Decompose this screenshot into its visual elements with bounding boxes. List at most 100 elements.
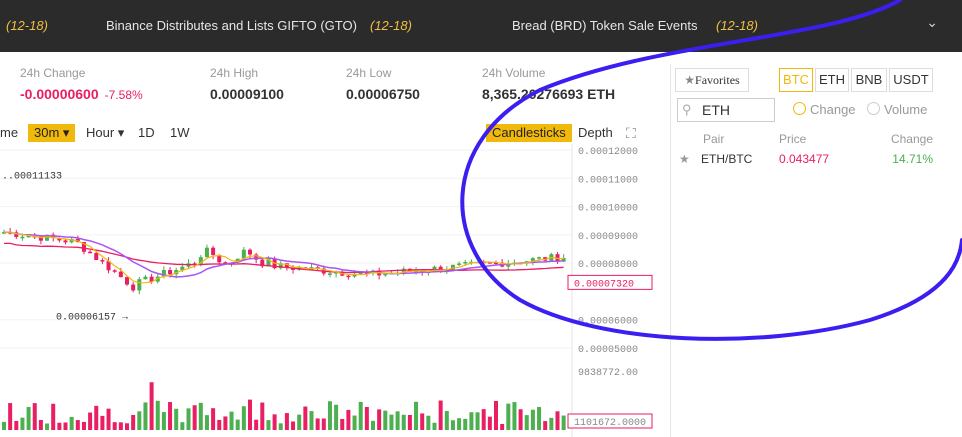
volume-bar — [32, 403, 37, 430]
col-header-change[interactable]: Change — [890, 132, 933, 146]
candle-body — [260, 259, 265, 267]
volume-bar — [155, 400, 160, 430]
volume-bar — [180, 422, 185, 430]
volume-bar — [204, 415, 209, 430]
volume-bar — [444, 411, 449, 430]
interval-1d-button[interactable]: 1D — [138, 125, 155, 140]
volume-bar — [383, 410, 388, 430]
candlesticks-button[interactable]: Candlesticks — [486, 124, 572, 142]
volume-bar — [229, 411, 234, 430]
price-tick-label: 0.00009000 — [578, 232, 638, 243]
volume-bar — [8, 403, 13, 430]
volume-bar — [364, 407, 369, 430]
candle-body — [81, 242, 86, 252]
volume-bars — [2, 382, 566, 430]
radio-checked-icon — [793, 102, 806, 115]
volume-bar — [543, 421, 548, 430]
stat-24h-change: 24h Change -0.00000600 -7.58% — [20, 66, 143, 102]
volume-bar — [235, 419, 240, 430]
ticker-stats: 24h Change -0.00000600 -7.58% 24h High 0.… — [0, 66, 660, 110]
stat-value: 8,365.20276693 ETH — [482, 86, 616, 102]
candle-body — [383, 273, 388, 276]
volume-tick-label: 9838772.00 — [578, 368, 638, 379]
market-tab-eth[interactable]: ETH — [815, 68, 849, 92]
sort-volume-radio[interactable]: Volume — [867, 102, 927, 117]
candle-body — [284, 263, 289, 268]
stat-label: 24h Volume — [482, 66, 546, 80]
candle-body — [88, 251, 93, 254]
stat-24h-low: 24h Low 0.00006750 — [346, 66, 420, 102]
candle-body — [168, 270, 173, 275]
volume-bar — [211, 408, 216, 430]
volume-bar — [88, 412, 93, 430]
star-icon[interactable]: ★ — [679, 152, 690, 166]
row-change: 14.71% — [892, 152, 933, 166]
chevron-down-icon[interactable]: ⌄ — [926, 14, 938, 30]
volume-bar — [217, 419, 222, 430]
candle-body — [2, 232, 6, 234]
change-value: -0.00000600 — [20, 86, 99, 102]
volume-bar — [481, 409, 486, 430]
volume-bar — [75, 420, 80, 430]
candle-body — [198, 257, 203, 265]
volume-bar — [192, 405, 197, 430]
news-date: (12-18) — [716, 18, 758, 33]
favorites-button[interactable]: ★Favorites — [675, 68, 749, 92]
volume-bar — [26, 407, 31, 430]
market-tab-btc[interactable]: BTC — [779, 68, 813, 92]
interval-1w-button[interactable]: 1W — [170, 125, 190, 140]
candle-body — [217, 254, 222, 263]
volume-bar — [168, 402, 173, 430]
low-marker-label: 0.00006157 → — [56, 312, 128, 323]
volume-bar — [537, 407, 542, 430]
volume-bar — [51, 403, 56, 430]
time-button[interactable]: me — [0, 125, 19, 140]
volume-bar — [309, 411, 314, 430]
market-tab-bnb[interactable]: BNB — [851, 68, 887, 92]
candle-body — [204, 247, 209, 258]
current-volume-label: 1101672.0000 — [574, 418, 646, 429]
candle-body — [131, 284, 136, 291]
volume-bar — [100, 415, 105, 430]
volume-bar — [125, 423, 129, 430]
col-header-pair[interactable]: Pair — [703, 132, 725, 146]
volume-bar — [137, 411, 142, 430]
volume-bar — [272, 414, 277, 430]
volume-bar — [174, 408, 179, 430]
star-icon: ★ — [684, 73, 696, 87]
volume-bar — [131, 414, 136, 430]
hour-dropdown[interactable]: Hour ▾ — [86, 125, 125, 140]
candle-body — [20, 236, 25, 239]
candle-body — [248, 249, 252, 255]
candle-body — [327, 273, 332, 275]
candle-body — [334, 272, 339, 274]
depth-button[interactable]: Depth — [578, 125, 613, 140]
volume-bar — [81, 421, 86, 430]
candle-body — [457, 263, 462, 265]
volume-bar — [358, 401, 363, 430]
volume-bar — [63, 422, 68, 430]
news-link-bread[interactable]: Bread (BRD) Token Sale Events — [512, 18, 698, 33]
volume-bar — [161, 412, 166, 430]
volume-bar — [530, 409, 535, 430]
volume-bar — [371, 420, 375, 430]
col-header-price[interactable]: Price — [779, 132, 807, 146]
price-tick-label: 0.00008000 — [578, 260, 638, 271]
price-chart[interactable]: 0.00012000 0.00011000 0.00010000 0.00009000… — [0, 144, 660, 437]
news-ticker: (12-18) Binance Distributes and Lists GI… — [0, 0, 962, 52]
sort-change-radio[interactable]: Change — [793, 102, 856, 117]
stat-label: 24h Change — [20, 66, 86, 80]
favorites-label: Favorites — [695, 73, 740, 87]
market-tab-usdt[interactable]: USDT — [889, 68, 933, 92]
candle-body — [69, 238, 74, 243]
current-volume-box — [567, 413, 653, 429]
search-input[interactable]: ⚲ ETH — [677, 98, 775, 122]
expand-icon[interactable]: ⛶ — [626, 125, 636, 141]
news-date: (12-18) — [6, 18, 48, 33]
news-link-gifto[interactable]: Binance Distributes and Lists GIFTO (GTO… — [106, 18, 357, 33]
volume-bar — [487, 416, 492, 430]
stat-label: 24h Low — [346, 66, 392, 80]
volume-bar — [315, 418, 320, 430]
interval-dropdown[interactable]: 30m ▾ — [28, 124, 76, 142]
candle-body — [537, 257, 542, 259]
